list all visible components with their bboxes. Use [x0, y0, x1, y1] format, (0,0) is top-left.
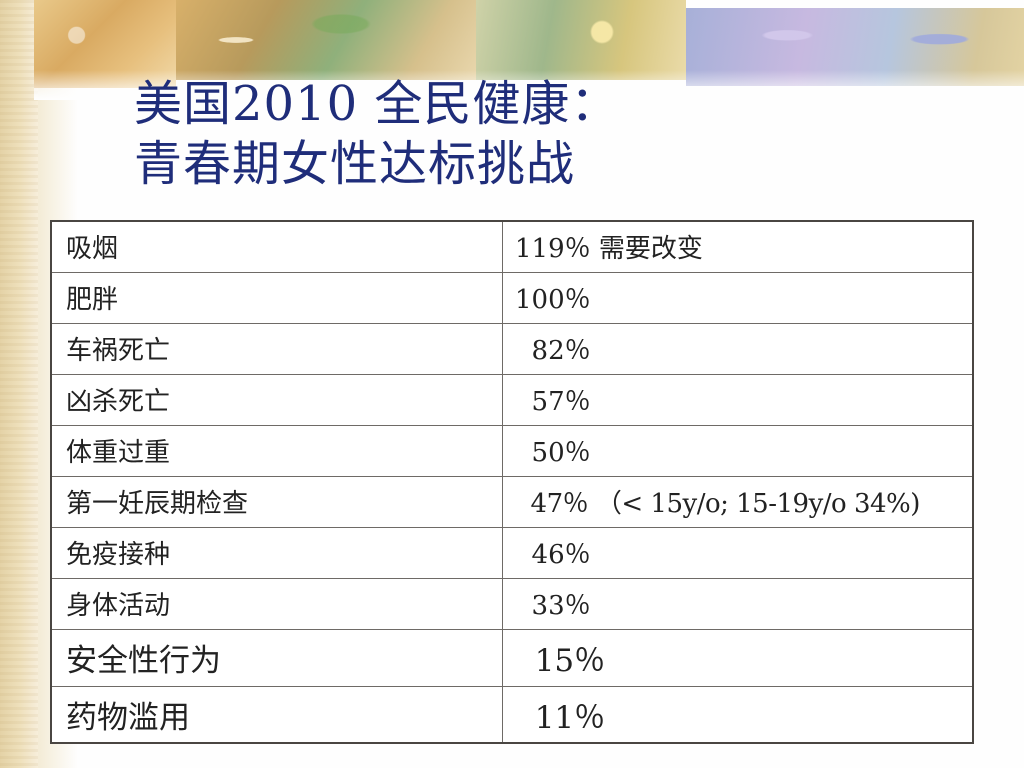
- row-label: 身体活动: [50, 577, 503, 630]
- row-label: 体重过重: [50, 424, 503, 477]
- banner-fade: [34, 70, 1024, 100]
- table-row: 免疫接种 46％: [50, 526, 974, 579]
- slide-title-line-1: 美国2010 全民健康：: [134, 76, 620, 132]
- slide-title-line-2: 青春期女性达标挑战: [134, 136, 576, 192]
- table-row: 药物滥用 11％: [50, 685, 974, 744]
- health-goals-table: 吸烟 119％ 需要改变 肥胖 100％ 车祸死亡 82％ 凶杀死亡 57％ 体…: [50, 220, 974, 744]
- table-row: 身体活动 33％: [50, 577, 974, 630]
- parchment-border: [0, 0, 38, 768]
- row-label: 肥胖: [50, 271, 503, 324]
- row-value: 50％: [502, 424, 974, 477]
- row-label: 安全性行为: [50, 628, 503, 687]
- row-label: 药物滥用: [50, 685, 503, 744]
- row-label: 吸烟: [50, 220, 503, 273]
- table-row: 凶杀死亡 57％: [50, 373, 974, 426]
- row-value: 119％ 需要改变: [502, 220, 974, 273]
- table-row: 吸烟 119％ 需要改变: [50, 220, 974, 273]
- table-row: 体重过重 50％: [50, 424, 974, 477]
- table-row: 车祸死亡 82％: [50, 322, 974, 375]
- table-row: 第一妊辰期检查 47％ （< 15y/o; 15-19y/o 34%): [50, 475, 974, 528]
- row-value: 82％: [502, 322, 974, 375]
- slide-title: 美国2010 全民健康： 青春期女性达标挑战: [134, 74, 934, 194]
- row-label: 车祸死亡: [50, 322, 503, 375]
- row-value: 33％: [502, 577, 974, 630]
- row-value: 46％: [502, 526, 974, 579]
- table-row: 安全性行为 15％: [50, 628, 974, 687]
- decorative-banner-flowers: [476, 0, 686, 80]
- decorative-banner-foliage: [176, 0, 476, 80]
- row-value: 47％ （< 15y/o; 15-19y/o 34%): [502, 475, 974, 528]
- row-label: 免疫接种: [50, 526, 503, 579]
- row-value: 57％: [502, 373, 974, 426]
- row-label: 第一妊辰期检查: [50, 475, 503, 528]
- table-row: 肥胖 100％: [50, 271, 974, 324]
- row-value: 15％: [502, 628, 974, 687]
- row-value: 100％: [502, 271, 974, 324]
- row-value: 11％: [502, 685, 974, 744]
- row-label: 凶杀死亡: [50, 373, 503, 426]
